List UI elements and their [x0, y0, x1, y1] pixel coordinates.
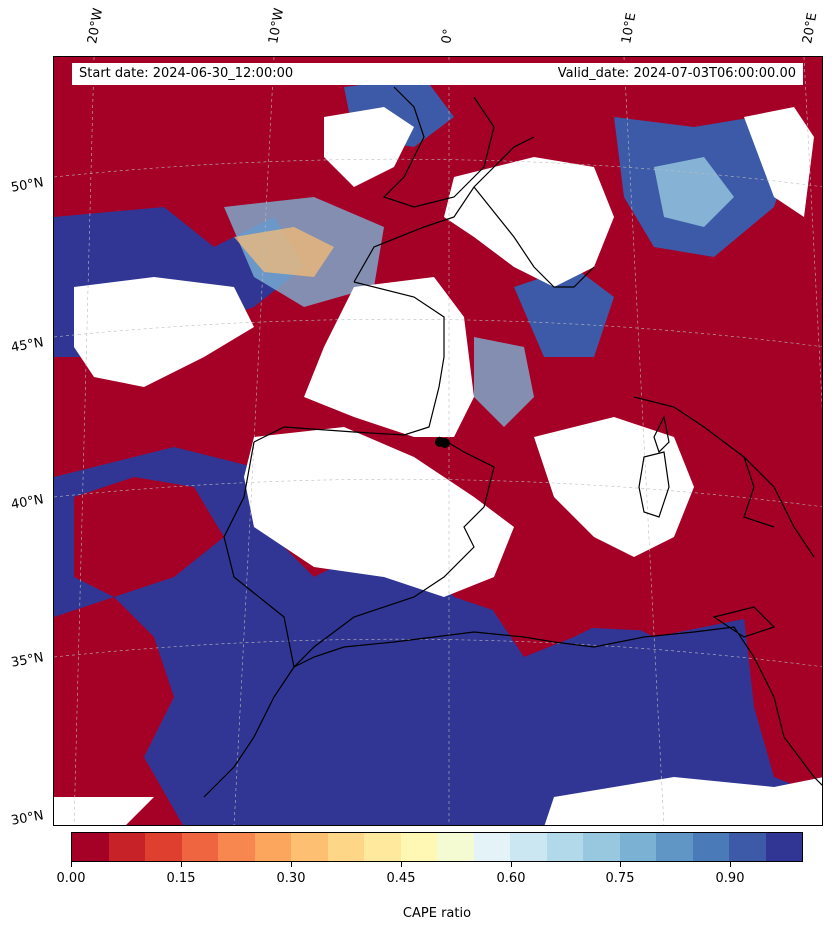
colorbar-tick [620, 862, 621, 867]
field-high-region [434, 537, 774, 632]
colorbar-swatch [364, 833, 401, 861]
colorbar-swatch [583, 833, 620, 861]
colorbar-tick [511, 862, 512, 867]
colorbar-tick-label: 0.15 [166, 871, 196, 886]
field-high-region [704, 387, 822, 797]
field-empty-region [54, 797, 154, 825]
lon-label-20w: 20°W [85, 7, 107, 46]
graticule-line [54, 478, 822, 508]
coastline-france [353, 136, 595, 288]
lat-label-40n: 40°N [9, 492, 45, 513]
colorbar-swatch [72, 833, 109, 861]
field-mid-region [514, 267, 614, 357]
field-high-region [74, 477, 224, 597]
map-field [54, 57, 822, 825]
colorbar-swatch [546, 833, 583, 861]
field-empty-region [304, 277, 474, 437]
coastline-sicily [712, 606, 776, 638]
colorbar-swatch [291, 833, 328, 861]
graticule-line [54, 158, 822, 188]
start-date-label: Start date: 2024-06-30_12:00:00 [79, 66, 294, 81]
coastline-iberia [223, 281, 495, 669]
coastline-corsica [653, 415, 670, 454]
field-empty-region [744, 107, 814, 217]
colorbar-tick-label: 0.45 [386, 871, 416, 886]
graticule-line [623, 57, 665, 825]
field-empty-region [534, 417, 694, 557]
lon-label-10e: 10°E [619, 11, 640, 45]
colorbar-tick-label: 0.75 [605, 871, 635, 886]
colorbar-tick [71, 862, 72, 867]
colorbar-swatch [765, 833, 802, 861]
coastline-africa [203, 626, 822, 798]
field-empty-region [324, 107, 414, 187]
lat-label-30n: 30°N [9, 808, 45, 829]
colorbar-swatch [729, 833, 766, 861]
colorbar-swatch [218, 833, 255, 861]
colorbar-tick-label: 0.00 [56, 871, 86, 886]
coastline-britain [382, 86, 495, 208]
field-mid-region [234, 227, 334, 277]
lat-label-50n: 50°N [9, 175, 45, 196]
colorbar [71, 832, 803, 862]
colorbar-swatch [108, 833, 145, 861]
lat-label-45n: 45°N [9, 335, 45, 356]
colorbar-swatch [656, 833, 693, 861]
colorbar-swatch [145, 833, 182, 861]
colorbar-swatch [510, 833, 547, 861]
colorbar-tick [291, 862, 292, 867]
colorbar-swatch [692, 833, 729, 861]
lon-label-10w: 10°W [266, 7, 288, 46]
colorbar-tick-label: 0.60 [496, 871, 526, 886]
colorbar-tick [401, 862, 402, 867]
colorbar-swatch [400, 833, 437, 861]
lon-label-20e: 20°E [800, 11, 821, 45]
colorbar-swatch [473, 833, 510, 861]
date-header-box [72, 63, 803, 85]
field-empty-region [544, 777, 822, 825]
graticule-line [803, 57, 822, 410]
field-empty-region [244, 427, 514, 597]
station-dot [440, 438, 450, 448]
graticule-line [54, 318, 822, 348]
colorbar-swatch [437, 833, 474, 861]
graticule-line [73, 57, 95, 825]
coastline-sardinia [638, 451, 670, 518]
colorbar-tick-label: 0.90 [715, 871, 745, 886]
colorbar-swatch [254, 833, 291, 861]
lon-label-0: 0° [439, 27, 457, 45]
colorbar-tick-label: 0.30 [276, 871, 306, 886]
coastline-italy [633, 396, 815, 558]
field-empty-region [444, 157, 614, 287]
valid-date-label: Valid_date: 2024-07-03T06:00:00.00 [557, 66, 796, 81]
cape-ratio-map [53, 56, 823, 826]
graticule-line [54, 638, 822, 668]
colorbar-swatch [181, 833, 218, 861]
lat-label-35n: 35°N [9, 650, 45, 671]
coastlines [203, 86, 822, 798]
field-mid-region [474, 337, 534, 427]
colorbar-swatch [327, 833, 364, 861]
colorbar-tick [730, 862, 731, 867]
colorbar-label: CAPE ratio [402, 906, 472, 921]
field-empty-region [74, 277, 254, 387]
colorbar-tick [181, 862, 182, 867]
colorbar-swatch [619, 833, 656, 861]
